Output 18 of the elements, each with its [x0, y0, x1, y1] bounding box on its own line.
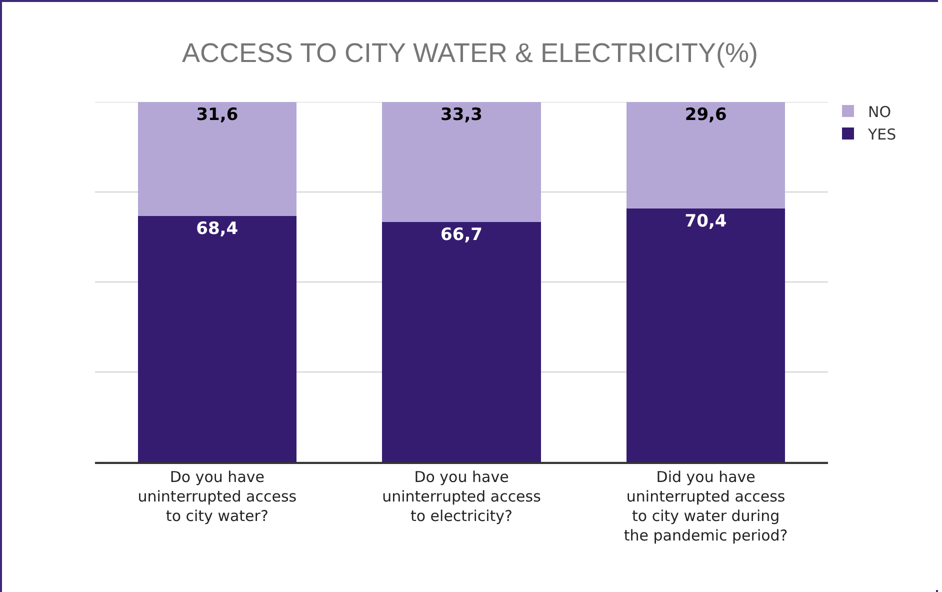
bar	[138, 216, 297, 462]
legend-label: NO	[868, 102, 892, 121]
bar	[382, 222, 541, 462]
bar	[382, 102, 541, 222]
x-tick-label: Do you have uninterrupted access to electricity?	[382, 468, 542, 525]
data-label: 31,6	[196, 105, 238, 125]
chart-title: ACCESS TO CITY WATER & ELECTRICITY(%)	[182, 38, 758, 68]
data-label: 66,7	[440, 224, 482, 245]
data-label: 68,4	[196, 218, 238, 239]
bar	[138, 102, 297, 216]
data-label: 33,3	[440, 105, 482, 125]
x-tick-label: Did you have uninterrupted access to city water during the pandemic period?	[624, 468, 788, 544]
data-label: 29,6	[684, 105, 727, 125]
legend-label: YES	[867, 125, 896, 144]
data-label: 70,4	[684, 212, 727, 232]
bar	[626, 208, 786, 462]
x-tick-label: Do you have uninterrupted access to city water?	[138, 468, 297, 525]
bar	[626, 102, 786, 209]
